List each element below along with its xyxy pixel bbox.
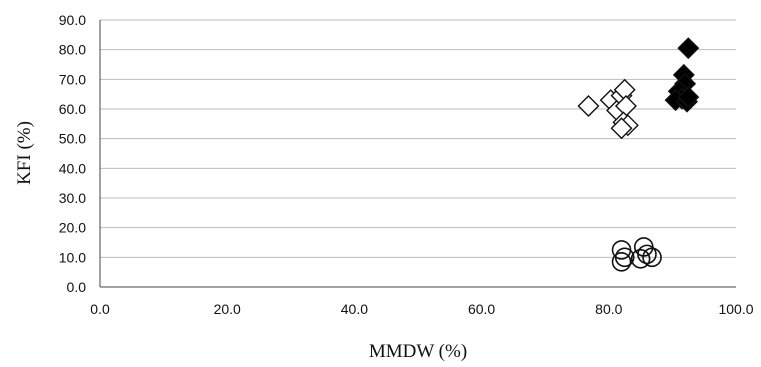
y-tick-label: 20.0 xyxy=(59,220,86,236)
y-tick-label: 60.0 xyxy=(59,101,86,117)
circle-point xyxy=(637,244,657,265)
y-tick-label: 40.0 xyxy=(59,160,86,176)
x-tick-label: 100.0 xyxy=(718,301,753,317)
x-tick-label: 0.0 xyxy=(90,301,110,317)
y-tick-label: 30.0 xyxy=(59,190,86,206)
open-diamond-point xyxy=(610,117,633,140)
circle-point xyxy=(614,247,635,268)
grid-lines xyxy=(100,19,736,258)
y-tick-label: 70.0 xyxy=(59,71,86,87)
x-tick-label: 40.0 xyxy=(341,301,368,317)
y-tick-label: 80.0 xyxy=(59,42,86,58)
circle-point xyxy=(630,249,651,269)
circle-point xyxy=(611,251,632,272)
y-tick-label: 90.0 xyxy=(59,12,86,28)
y-tick-label: 0.0 xyxy=(67,279,87,295)
circle-point xyxy=(642,247,662,268)
y-tick-labels: 0.0 10.0 20.0 30.0 40.0 50.0 60.0 70.0 80.0 90.0 xyxy=(59,12,86,295)
open-diamond-point xyxy=(577,95,600,118)
y-tick-label: 10.0 xyxy=(59,249,86,265)
filled-diamond-point xyxy=(677,86,700,109)
y-axis-title: KFI (%) xyxy=(14,121,35,185)
x-tick-label: 80.0 xyxy=(595,301,622,317)
x-tick-label: 60.0 xyxy=(468,301,495,317)
y-tick-label: 50.0 xyxy=(59,131,86,147)
filled-diamond-point xyxy=(677,37,700,60)
x-axis-title: MMDW (%) xyxy=(369,341,467,362)
data-points xyxy=(577,37,700,272)
x-tick-labels: 0.0 20.0 40.0 60.0 80.0 100.0 xyxy=(90,301,753,317)
x-tick-label: 20.0 xyxy=(214,301,241,317)
